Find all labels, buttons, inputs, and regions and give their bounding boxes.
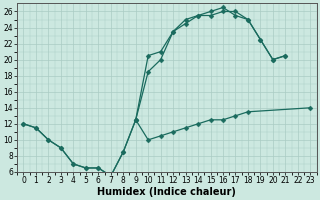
X-axis label: Humidex (Indice chaleur): Humidex (Indice chaleur) [98, 187, 236, 197]
